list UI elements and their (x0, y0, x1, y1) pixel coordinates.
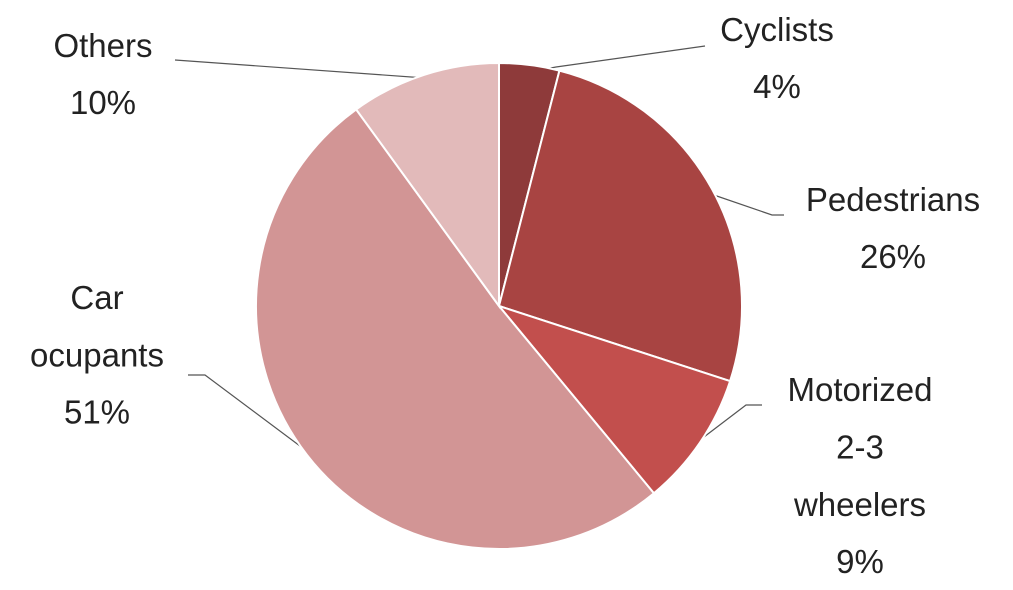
leader-line (529, 45, 706, 73)
label-line: wheelers (793, 486, 926, 523)
leader-line (188, 374, 313, 456)
label-line: Others (53, 27, 152, 64)
leader-line (174, 59, 426, 79)
pie-slice (496, 303, 732, 495)
slice-label: Others (53, 27, 152, 64)
pie-slice (255, 108, 656, 550)
leader-line (699, 404, 762, 441)
slice-label: Motorized 2-3 wheelers (788, 371, 933, 523)
value-label: 51% (64, 394, 130, 431)
pie-slice (354, 61, 500, 310)
label-line: Cyclists (720, 11, 834, 48)
value-label: 9% (836, 543, 884, 580)
leader-lines (174, 45, 784, 456)
label-line: Car (70, 279, 123, 316)
value-label: 4% (753, 68, 801, 105)
label-line: Pedestrians (806, 181, 980, 218)
label-line: ocupants (30, 336, 164, 373)
label-line: 2-3 (836, 428, 884, 465)
slice-label: Car ocupants (30, 279, 164, 374)
leader-line (707, 192, 784, 216)
pie-slice (497, 69, 743, 383)
slice-label: Cyclists (720, 11, 834, 48)
slice-label: Pedestrians (806, 181, 980, 218)
value-label: 10% (70, 84, 136, 121)
value-label: 26% (860, 238, 926, 275)
label-line: Motorized (788, 371, 933, 408)
